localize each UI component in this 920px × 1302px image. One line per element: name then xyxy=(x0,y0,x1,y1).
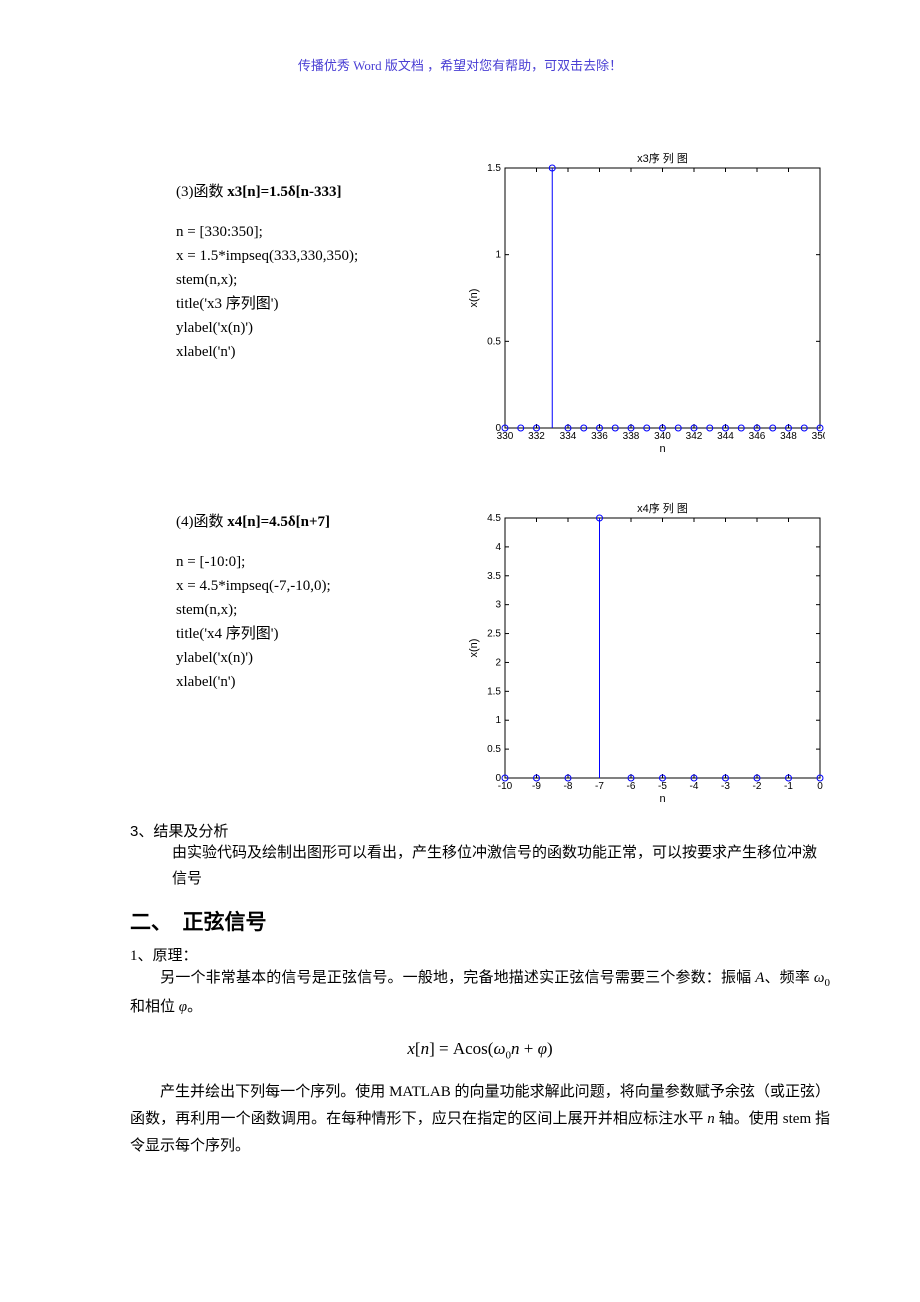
svg-text:0: 0 xyxy=(817,781,823,792)
svg-text:3.5: 3.5 xyxy=(487,571,501,582)
svg-text:1: 1 xyxy=(495,250,501,261)
code-line: x = 1.5*impseq(333,330,350); xyxy=(176,244,358,268)
svg-text:-7: -7 xyxy=(595,781,604,792)
svg-text:-8: -8 xyxy=(564,781,573,792)
func3-title: (3)函数 x3[n]=1.5δ[n-333] xyxy=(176,180,342,201)
func3-prefix: (3)函数 xyxy=(176,184,227,200)
code-line: xlabel('n') xyxy=(176,340,358,364)
svg-text:350: 350 xyxy=(812,431,825,442)
svg-text:332: 332 xyxy=(528,431,545,442)
svg-text:340: 340 xyxy=(654,431,671,442)
svg-text:338: 338 xyxy=(623,431,640,442)
svg-text:-1: -1 xyxy=(784,781,793,792)
p2-matlab: MATLAB xyxy=(389,1084,451,1100)
p2: 产生并绘出下列每一个序列。使用 MATLAB 的向量功能求解此问题，将向量参数赋… xyxy=(130,1079,830,1160)
svg-text:3: 3 xyxy=(495,600,501,611)
code4: n = [-10:0]; x = 4.5*impseq(-7,-10,0); s… xyxy=(176,550,331,694)
block-x3: (3)函数 x3[n]=1.5δ[n-333] n = [330:350]; x… xyxy=(130,170,830,490)
p2-a: 产生并绘出下列每一个序列。使用 xyxy=(160,1084,389,1100)
svg-text:1: 1 xyxy=(495,715,501,726)
svg-text:-3: -3 xyxy=(721,781,730,792)
p1-phi: φ xyxy=(179,999,187,1015)
svg-text:346: 346 xyxy=(749,431,766,442)
code-line: xlabel('n') xyxy=(176,670,331,694)
p1-w-sub: 0 xyxy=(825,977,831,989)
results-label: 结果及分析 xyxy=(153,824,228,840)
code-line: stem(n,x); xyxy=(176,268,358,292)
svg-text:4: 4 xyxy=(495,542,501,553)
svg-text:1.5: 1.5 xyxy=(487,163,501,174)
results-head: 3、结果及分析 xyxy=(130,820,830,841)
sub1-num: 1、 xyxy=(130,948,153,964)
results-num: 3、 xyxy=(130,823,153,840)
svg-text:0.5: 0.5 xyxy=(487,336,501,347)
func3-expr: x3[n]=1.5δ[n-333] xyxy=(227,184,341,200)
svg-text:344: 344 xyxy=(717,431,734,442)
svg-text:-4: -4 xyxy=(690,781,699,792)
code-line: stem(n,x); xyxy=(176,598,331,622)
svg-text:x(n): x(n) xyxy=(468,289,480,308)
p1: 另一个非常基本的信号是正弦信号。一般地，完备地描述实正弦信号需要三个参数：振幅 … xyxy=(130,965,830,1021)
formula: x[n] = Acos(ω0n + φ) xyxy=(130,1039,830,1061)
svg-text:336: 336 xyxy=(591,431,608,442)
page-content: (3)函数 x3[n]=1.5δ[n-333] n = [330:350]; x… xyxy=(130,170,830,1160)
results-text: 由实验代码及绘制出图形可以看出，产生移位冲激信号的函数功能正常，可以按要求产生移… xyxy=(172,841,830,892)
p1-d: 。 xyxy=(187,999,202,1015)
svg-text:-9: -9 xyxy=(532,781,541,792)
chart-x4: x4序 列 图 0 0.5 1 1.5 2 2.5 3 3.5 4 4.5 -10 -9 -8 -7 -6 -5… xyxy=(465,500,825,820)
svg-text:n: n xyxy=(659,793,665,805)
svg-text:330: 330 xyxy=(497,431,514,442)
svg-text:0.5: 0.5 xyxy=(487,744,501,755)
sub1-head: 1、原理： xyxy=(130,944,830,965)
sub1-label: 原理： xyxy=(153,948,198,964)
p1-w: ω xyxy=(814,970,825,986)
section2-head: 二、 正弦信号 xyxy=(130,906,830,936)
svg-text:-2: -2 xyxy=(753,781,762,792)
code-line: ylabel('x(n)') xyxy=(176,316,358,340)
func4-expr: x4[n]=4.5δ[n+7] xyxy=(227,514,330,530)
code-line: x = 4.5*impseq(-7,-10,0); xyxy=(176,574,331,598)
svg-text:x(n): x(n) xyxy=(468,639,480,658)
svg-text:2: 2 xyxy=(495,657,501,668)
svg-text:-10: -10 xyxy=(498,781,513,792)
block-x4: (4)函数 x4[n]=4.5δ[n+7] n = [-10:0]; x = 4… xyxy=(130,500,830,810)
header-note: 传播优秀 Word 版文档 ，希望对您有帮助，可双击去除！ xyxy=(0,55,920,74)
svg-text:n: n xyxy=(659,443,665,455)
p1-c: 和相位 xyxy=(130,999,179,1015)
code-line: title('x4 序列图') xyxy=(176,622,331,646)
code-line: n = [330:350]; xyxy=(176,220,358,244)
svg-text:-5: -5 xyxy=(658,781,667,792)
svg-text:-6: -6 xyxy=(627,781,636,792)
svg-text:348: 348 xyxy=(780,431,797,442)
code-line: n = [-10:0]; xyxy=(176,550,331,574)
func4-prefix: (4)函数 xyxy=(176,514,227,530)
p2-n: n xyxy=(707,1111,715,1127)
svg-text:x3序 列 图: x3序 列 图 xyxy=(637,151,688,165)
code-line: title('x3 序列图') xyxy=(176,292,358,316)
p1-A: A xyxy=(755,970,764,986)
svg-text:1.5: 1.5 xyxy=(487,686,501,697)
svg-text:2.5: 2.5 xyxy=(487,629,501,640)
code-line: ylabel('x(n)') xyxy=(176,646,331,670)
p1-a: 另一个非常基本的信号是正弦信号。一般地，完备地描述实正弦信号需要三个参数：振幅 xyxy=(160,970,755,986)
func4-title: (4)函数 x4[n]=4.5δ[n+7] xyxy=(176,510,330,531)
svg-text:4.5: 4.5 xyxy=(487,513,501,524)
svg-text:334: 334 xyxy=(560,431,577,442)
chart-x3: x3序 列 图00.511.53303323343363383403423443… xyxy=(465,150,825,470)
p1-b: 、频率 xyxy=(764,970,814,986)
svg-text:342: 342 xyxy=(686,431,703,442)
code3: n = [330:350]; x = 1.5*impseq(333,330,35… xyxy=(176,220,358,364)
results-section: 3、结果及分析 由实验代码及绘制出图形可以看出，产生移位冲激信号的函数功能正常，… xyxy=(130,820,830,892)
svg-text:x4序 列 图: x4序 列 图 xyxy=(637,501,688,515)
